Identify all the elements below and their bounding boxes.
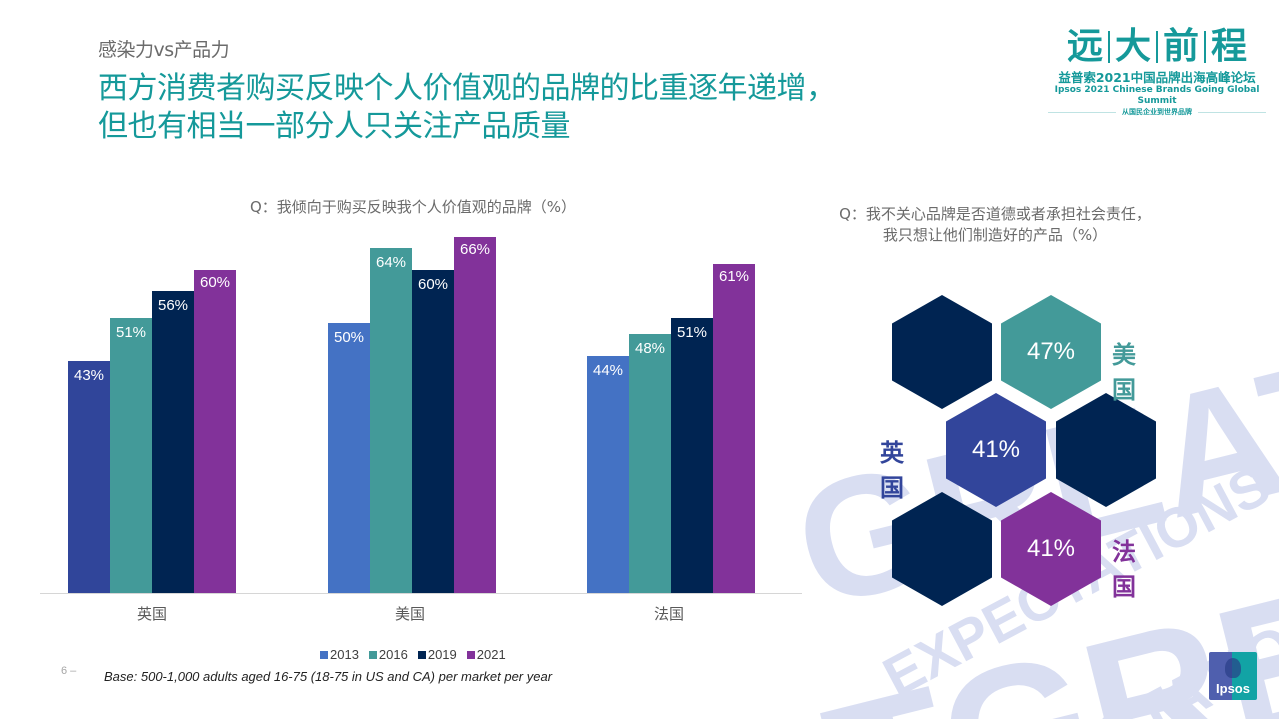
category-label-us: 美国 <box>394 605 425 623</box>
bar-value-label: 44% <box>592 362 624 379</box>
headline-line-1: 西方消费者购买反映个人价值观的品牌的比重逐年递增， <box>98 71 836 106</box>
bar-value-label: 48% <box>634 340 666 357</box>
category-label-uk: 英国 <box>136 605 167 623</box>
legend-swatch-icon <box>320 650 328 659</box>
hex-label-fr: 法国 <box>1112 538 1136 601</box>
x-axis-line <box>40 593 802 594</box>
base-note: Base: 500-1,000 adults aged 16-75 (18-75… <box>104 669 553 684</box>
hex-fr: 41% <box>1001 492 1101 606</box>
bar-value-label: 56% <box>157 297 189 314</box>
bar-value-label: 50% <box>333 329 365 346</box>
bar-2013: 50% <box>328 323 370 593</box>
bar-2019: 56% <box>152 291 194 593</box>
logo-char: 远 <box>1066 26 1103 67</box>
right-question-line-1: Q：我不关心品牌是否道德或者承担社会责任， <box>839 205 1151 223</box>
logo-subtitle-en: Ipsos 2021 Chinese Brands Going Global S… <box>1054 85 1260 106</box>
right-question: Q：我不关心品牌是否道德或者承担社会责任， 我只想让他们制造好的产品（%） <box>810 204 1180 246</box>
bar-value-label: 43% <box>73 367 105 384</box>
logo-title: 远 大 前 程 <box>1048 26 1266 68</box>
logo-tagline-text: 从国民企业到世界品牌 <box>1122 108 1192 116</box>
bar-2021: 60% <box>194 270 236 593</box>
ipsos-logo-text: Ipsos <box>1216 681 1250 696</box>
logo-char: 前 <box>1163 26 1200 67</box>
summit-logo: 远 大 前 程 益普索2021中国品牌出海高峰论坛 Ipsos 2021 Chi… <box>1048 26 1266 117</box>
legend-item-2019: 2019 <box>417 647 457 662</box>
hex-us: 47% <box>1001 295 1101 409</box>
section-label: 感染力vs产品力 <box>98 39 230 61</box>
legend-swatch-icon <box>417 650 426 659</box>
bar-value-label: 66% <box>459 241 491 258</box>
logo-subtitle-cn: 益普索2021中国品牌出海高峰论坛 <box>1058 70 1256 85</box>
bar-value-label: 51% <box>115 324 147 341</box>
legend-label: 2021 <box>476 647 506 662</box>
legend-label: 2019 <box>427 647 457 662</box>
headline-line-2: 但也有相当一部分人只关注产品质量 <box>98 109 570 144</box>
bar-2016: 64% <box>370 248 412 593</box>
bar-2019: 51% <box>671 318 713 593</box>
legend-swatch-icon <box>466 650 475 659</box>
hex-decorative <box>892 295 992 409</box>
bar-2016: 48% <box>629 334 671 593</box>
bar-2013: 44% <box>587 356 629 593</box>
logo-tagline: 从国民企业到世界品牌 <box>1048 107 1266 117</box>
hex-decorative <box>892 492 992 606</box>
legend-item-2021: 2021 <box>466 647 506 662</box>
left-question: Q：我倾向于购买反映我个人价值观的品牌（%） <box>250 198 577 216</box>
legend-swatch-icon <box>368 650 377 659</box>
bar-2013: 43% <box>68 361 110 593</box>
bar-value-label: 61% <box>718 268 750 285</box>
hex-decorative <box>1056 393 1156 507</box>
bar-2019: 60% <box>412 270 454 593</box>
hex-label-uk: 英国 <box>880 439 904 502</box>
legend-label: 2016 <box>378 647 408 662</box>
bar-chart: 43% 51% 56% 60% 50% 64% 60% 66% 44% 48% 51% 61% <box>40 220 800 593</box>
ipsos-logo: Ipsos <box>1209 652 1257 700</box>
legend-item-2016: 2016 <box>368 647 408 662</box>
bar-value-label: 60% <box>199 274 231 291</box>
bar-value-label: 64% <box>375 254 407 271</box>
bar-2016: 51% <box>110 318 152 593</box>
bar-value-label: 51% <box>676 324 708 341</box>
bar-value-label: 60% <box>417 276 449 293</box>
bar-2021: 66% <box>454 237 496 593</box>
ipsos-head-icon <box>1225 658 1241 678</box>
headline: 西方消费者购买反映个人价值观的品牌的比重逐年递增， 但也有相当一部分人只关注产品… <box>98 70 836 146</box>
legend-item-2013: 2013 <box>320 647 359 662</box>
right-question-line-2: 我只想让他们制造好的产品（%） <box>882 226 1108 244</box>
legend-label: 2013 <box>330 647 359 662</box>
category-label-fr: 法国 <box>653 605 684 623</box>
hex-uk: 41% <box>946 393 1046 507</box>
bar-2021: 61% <box>713 264 755 593</box>
logo-char: 大 <box>1114 26 1151 67</box>
chart-legend: 2013 2016 2019 2021 <box>320 647 506 662</box>
logo-char: 程 <box>1211 26 1248 67</box>
hex-label-us: 美国 <box>1112 341 1136 404</box>
page-number: 6 – <box>61 665 77 677</box>
